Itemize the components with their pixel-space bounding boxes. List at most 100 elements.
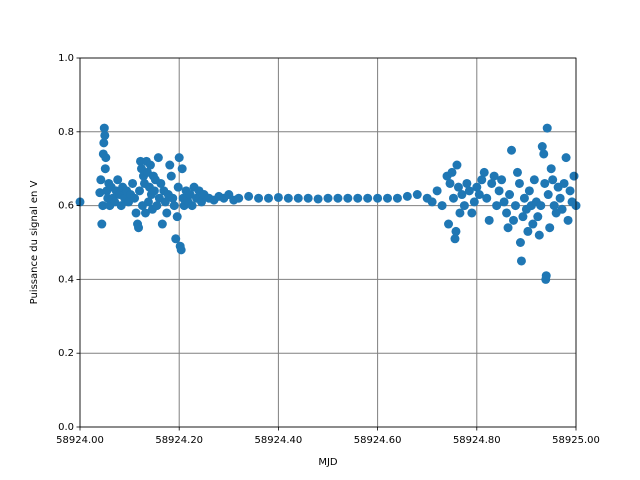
- points: [75, 123, 581, 284]
- point: [171, 234, 181, 244]
- y-tick-label: 0.2: [58, 348, 74, 359]
- point: [510, 201, 520, 211]
- point: [444, 219, 454, 229]
- point: [135, 186, 145, 196]
- point: [166, 171, 176, 181]
- y-tick-label: 0.6: [58, 201, 74, 212]
- point: [130, 193, 140, 203]
- point: [487, 178, 497, 188]
- point: [97, 219, 107, 229]
- point: [143, 197, 153, 207]
- point: [505, 190, 515, 200]
- point: [459, 201, 469, 211]
- point: [509, 215, 519, 225]
- point: [472, 182, 482, 192]
- point: [128, 178, 138, 188]
- point: [533, 212, 543, 222]
- point: [101, 153, 111, 163]
- point: [512, 167, 522, 177]
- x-tick-label: 58924.40: [255, 435, 303, 446]
- point: [445, 178, 455, 188]
- point: [453, 182, 463, 192]
- point: [99, 123, 109, 133]
- point: [160, 197, 170, 207]
- point: [432, 186, 442, 196]
- point: [540, 178, 550, 188]
- y-tick-label: 1.0: [58, 53, 74, 64]
- point: [451, 226, 461, 236]
- point: [524, 186, 534, 196]
- point: [156, 178, 166, 188]
- point: [140, 208, 150, 218]
- point: [557, 204, 567, 214]
- point: [543, 190, 553, 200]
- point: [157, 219, 167, 229]
- point: [537, 142, 547, 152]
- point: [447, 167, 457, 177]
- point: [149, 186, 159, 196]
- point: [479, 167, 489, 177]
- point: [152, 201, 162, 211]
- point: [402, 191, 412, 201]
- point: [484, 215, 494, 225]
- point: [392, 193, 402, 203]
- point: [474, 190, 484, 200]
- x-tick-label: 58924.00: [56, 435, 104, 446]
- point: [515, 238, 525, 247]
- point: [528, 219, 538, 229]
- point: [565, 186, 575, 196]
- point: [455, 208, 465, 218]
- point: [131, 208, 141, 218]
- point: [383, 193, 393, 203]
- point: [176, 245, 186, 255]
- point: [499, 197, 509, 207]
- point: [162, 208, 172, 218]
- point: [462, 178, 472, 188]
- point: [113, 175, 123, 185]
- x-axis-label: MJD: [318, 457, 338, 468]
- point: [100, 130, 110, 140]
- point: [145, 160, 155, 170]
- point: [254, 193, 264, 203]
- point: [563, 215, 573, 225]
- point: [469, 197, 479, 207]
- point: [542, 123, 552, 133]
- point: [489, 171, 499, 181]
- axes-frame: [79, 57, 577, 428]
- point: [234, 193, 244, 203]
- point: [100, 164, 110, 174]
- point: [323, 193, 333, 203]
- point: [549, 201, 559, 211]
- point: [467, 208, 477, 218]
- point: [457, 190, 467, 200]
- point: [283, 193, 293, 203]
- point: [313, 194, 323, 204]
- point: [497, 175, 507, 185]
- point: [343, 193, 353, 203]
- point: [448, 193, 458, 203]
- point: [545, 223, 555, 233]
- point: [169, 201, 179, 211]
- y-tick-label: 0.4: [58, 274, 74, 285]
- point: [559, 178, 569, 188]
- point: [177, 164, 187, 174]
- point: [187, 201, 197, 211]
- point: [153, 153, 163, 163]
- point: [452, 160, 462, 170]
- point: [523, 226, 533, 236]
- y-axis-label: Puissance du signal en V: [29, 180, 40, 304]
- point: [263, 193, 273, 203]
- point: [412, 190, 422, 200]
- point: [197, 197, 207, 207]
- point: [273, 192, 283, 202]
- x-tick-label: 58924.80: [453, 435, 501, 446]
- x-tick-label: 58924.20: [155, 435, 203, 446]
- point: [173, 182, 183, 192]
- point: [477, 175, 487, 185]
- point: [174, 153, 184, 163]
- point: [529, 175, 539, 185]
- x-tick-label: 58924.60: [354, 435, 402, 446]
- point: [165, 160, 175, 170]
- point: [514, 178, 524, 188]
